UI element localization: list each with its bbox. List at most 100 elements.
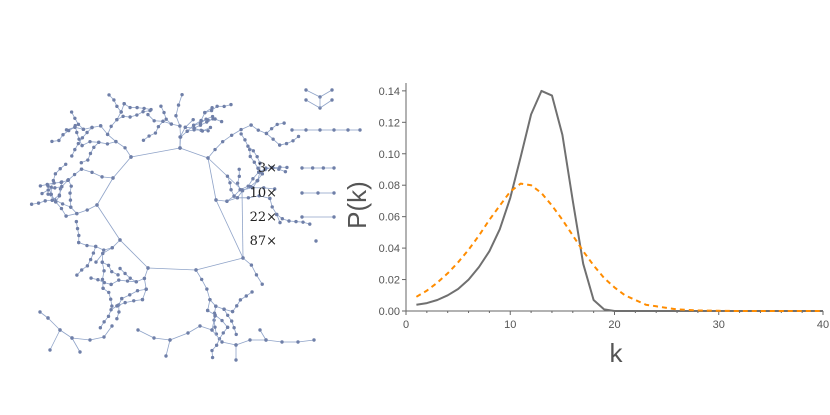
network-node xyxy=(332,166,336,170)
network-node xyxy=(152,119,156,123)
network-node xyxy=(278,165,282,169)
network-node xyxy=(100,260,104,264)
network-node xyxy=(85,243,89,248)
network-node xyxy=(225,325,230,330)
network-node xyxy=(332,128,336,132)
network-node xyxy=(258,328,262,332)
network-node xyxy=(246,196,251,200)
network-node xyxy=(239,127,243,132)
network-edge xyxy=(215,199,244,259)
network-node xyxy=(106,314,111,319)
network-node xyxy=(49,185,53,189)
network-node xyxy=(270,205,274,209)
network-node xyxy=(162,110,166,115)
network-edge xyxy=(242,257,252,266)
network-node xyxy=(246,144,250,148)
network-node xyxy=(146,112,150,117)
network-node xyxy=(220,139,225,144)
network-node xyxy=(118,238,122,242)
network-node xyxy=(53,186,57,190)
network-node xyxy=(210,348,214,353)
network-node xyxy=(225,174,230,178)
network-edge xyxy=(111,239,121,249)
network-edge xyxy=(263,187,275,190)
network-node xyxy=(119,110,123,114)
network-node xyxy=(264,166,268,170)
network-node xyxy=(78,350,82,354)
y-axis-label: P(k) xyxy=(342,181,372,229)
network-node xyxy=(252,160,257,164)
network-node xyxy=(234,343,238,347)
component-legend: 3× 10× 22× 87× xyxy=(250,161,277,249)
network-edge xyxy=(222,134,232,142)
network-edge xyxy=(103,325,113,338)
network-node xyxy=(135,105,139,110)
network-node xyxy=(101,286,105,290)
network-edge xyxy=(119,239,149,269)
network-node xyxy=(254,273,259,277)
network-node xyxy=(75,211,79,216)
network-edge xyxy=(124,147,132,158)
network-node xyxy=(192,126,196,130)
network-node xyxy=(206,156,210,160)
network-node xyxy=(205,287,209,291)
network-node xyxy=(178,146,182,150)
legend-count-2: 22× xyxy=(250,210,277,225)
network-node xyxy=(250,290,254,294)
network-node xyxy=(69,184,73,188)
network-node xyxy=(213,325,217,329)
network-edge xyxy=(76,209,88,214)
network-node xyxy=(191,117,195,122)
network-node xyxy=(97,140,101,145)
network-node xyxy=(110,269,114,274)
network-edge xyxy=(259,195,270,199)
network-node xyxy=(128,115,132,119)
network-node xyxy=(70,154,74,158)
network-node xyxy=(214,198,218,202)
network-node xyxy=(178,124,182,128)
network-edge xyxy=(221,341,237,346)
network-node xyxy=(291,139,295,143)
network-node xyxy=(76,141,81,146)
network-node xyxy=(141,138,146,142)
network-node xyxy=(98,124,103,128)
network-node xyxy=(88,151,93,156)
network-node xyxy=(296,340,300,344)
network-edge xyxy=(153,337,171,341)
network-node xyxy=(185,129,189,133)
network-node xyxy=(46,188,50,192)
network-edge xyxy=(241,189,244,259)
network-node xyxy=(258,161,262,165)
network-node xyxy=(164,117,168,121)
network-node xyxy=(230,309,235,314)
network-node xyxy=(60,202,65,206)
network-node xyxy=(294,219,298,224)
network-node xyxy=(76,122,81,127)
network-node xyxy=(256,178,260,183)
network-node xyxy=(262,186,266,190)
network-node xyxy=(43,199,47,203)
network-node xyxy=(123,271,127,276)
network-node xyxy=(75,226,80,231)
network-node xyxy=(66,178,70,183)
network-edge xyxy=(112,156,132,179)
network-node xyxy=(57,193,62,197)
network-edge xyxy=(100,125,108,135)
network-node xyxy=(94,260,98,264)
network-edge xyxy=(235,339,251,346)
network-edge xyxy=(71,337,91,341)
network-node xyxy=(268,196,272,201)
network-node xyxy=(125,279,130,283)
network-node xyxy=(214,343,219,347)
network-node xyxy=(70,336,74,340)
network-node xyxy=(128,276,132,280)
network-edge xyxy=(89,336,105,341)
network-node xyxy=(80,143,84,148)
network-edge xyxy=(199,325,213,331)
network-node xyxy=(149,107,153,112)
network-node xyxy=(75,273,79,277)
network-node xyxy=(316,191,320,195)
network-node xyxy=(244,294,248,298)
network-node xyxy=(102,320,106,324)
